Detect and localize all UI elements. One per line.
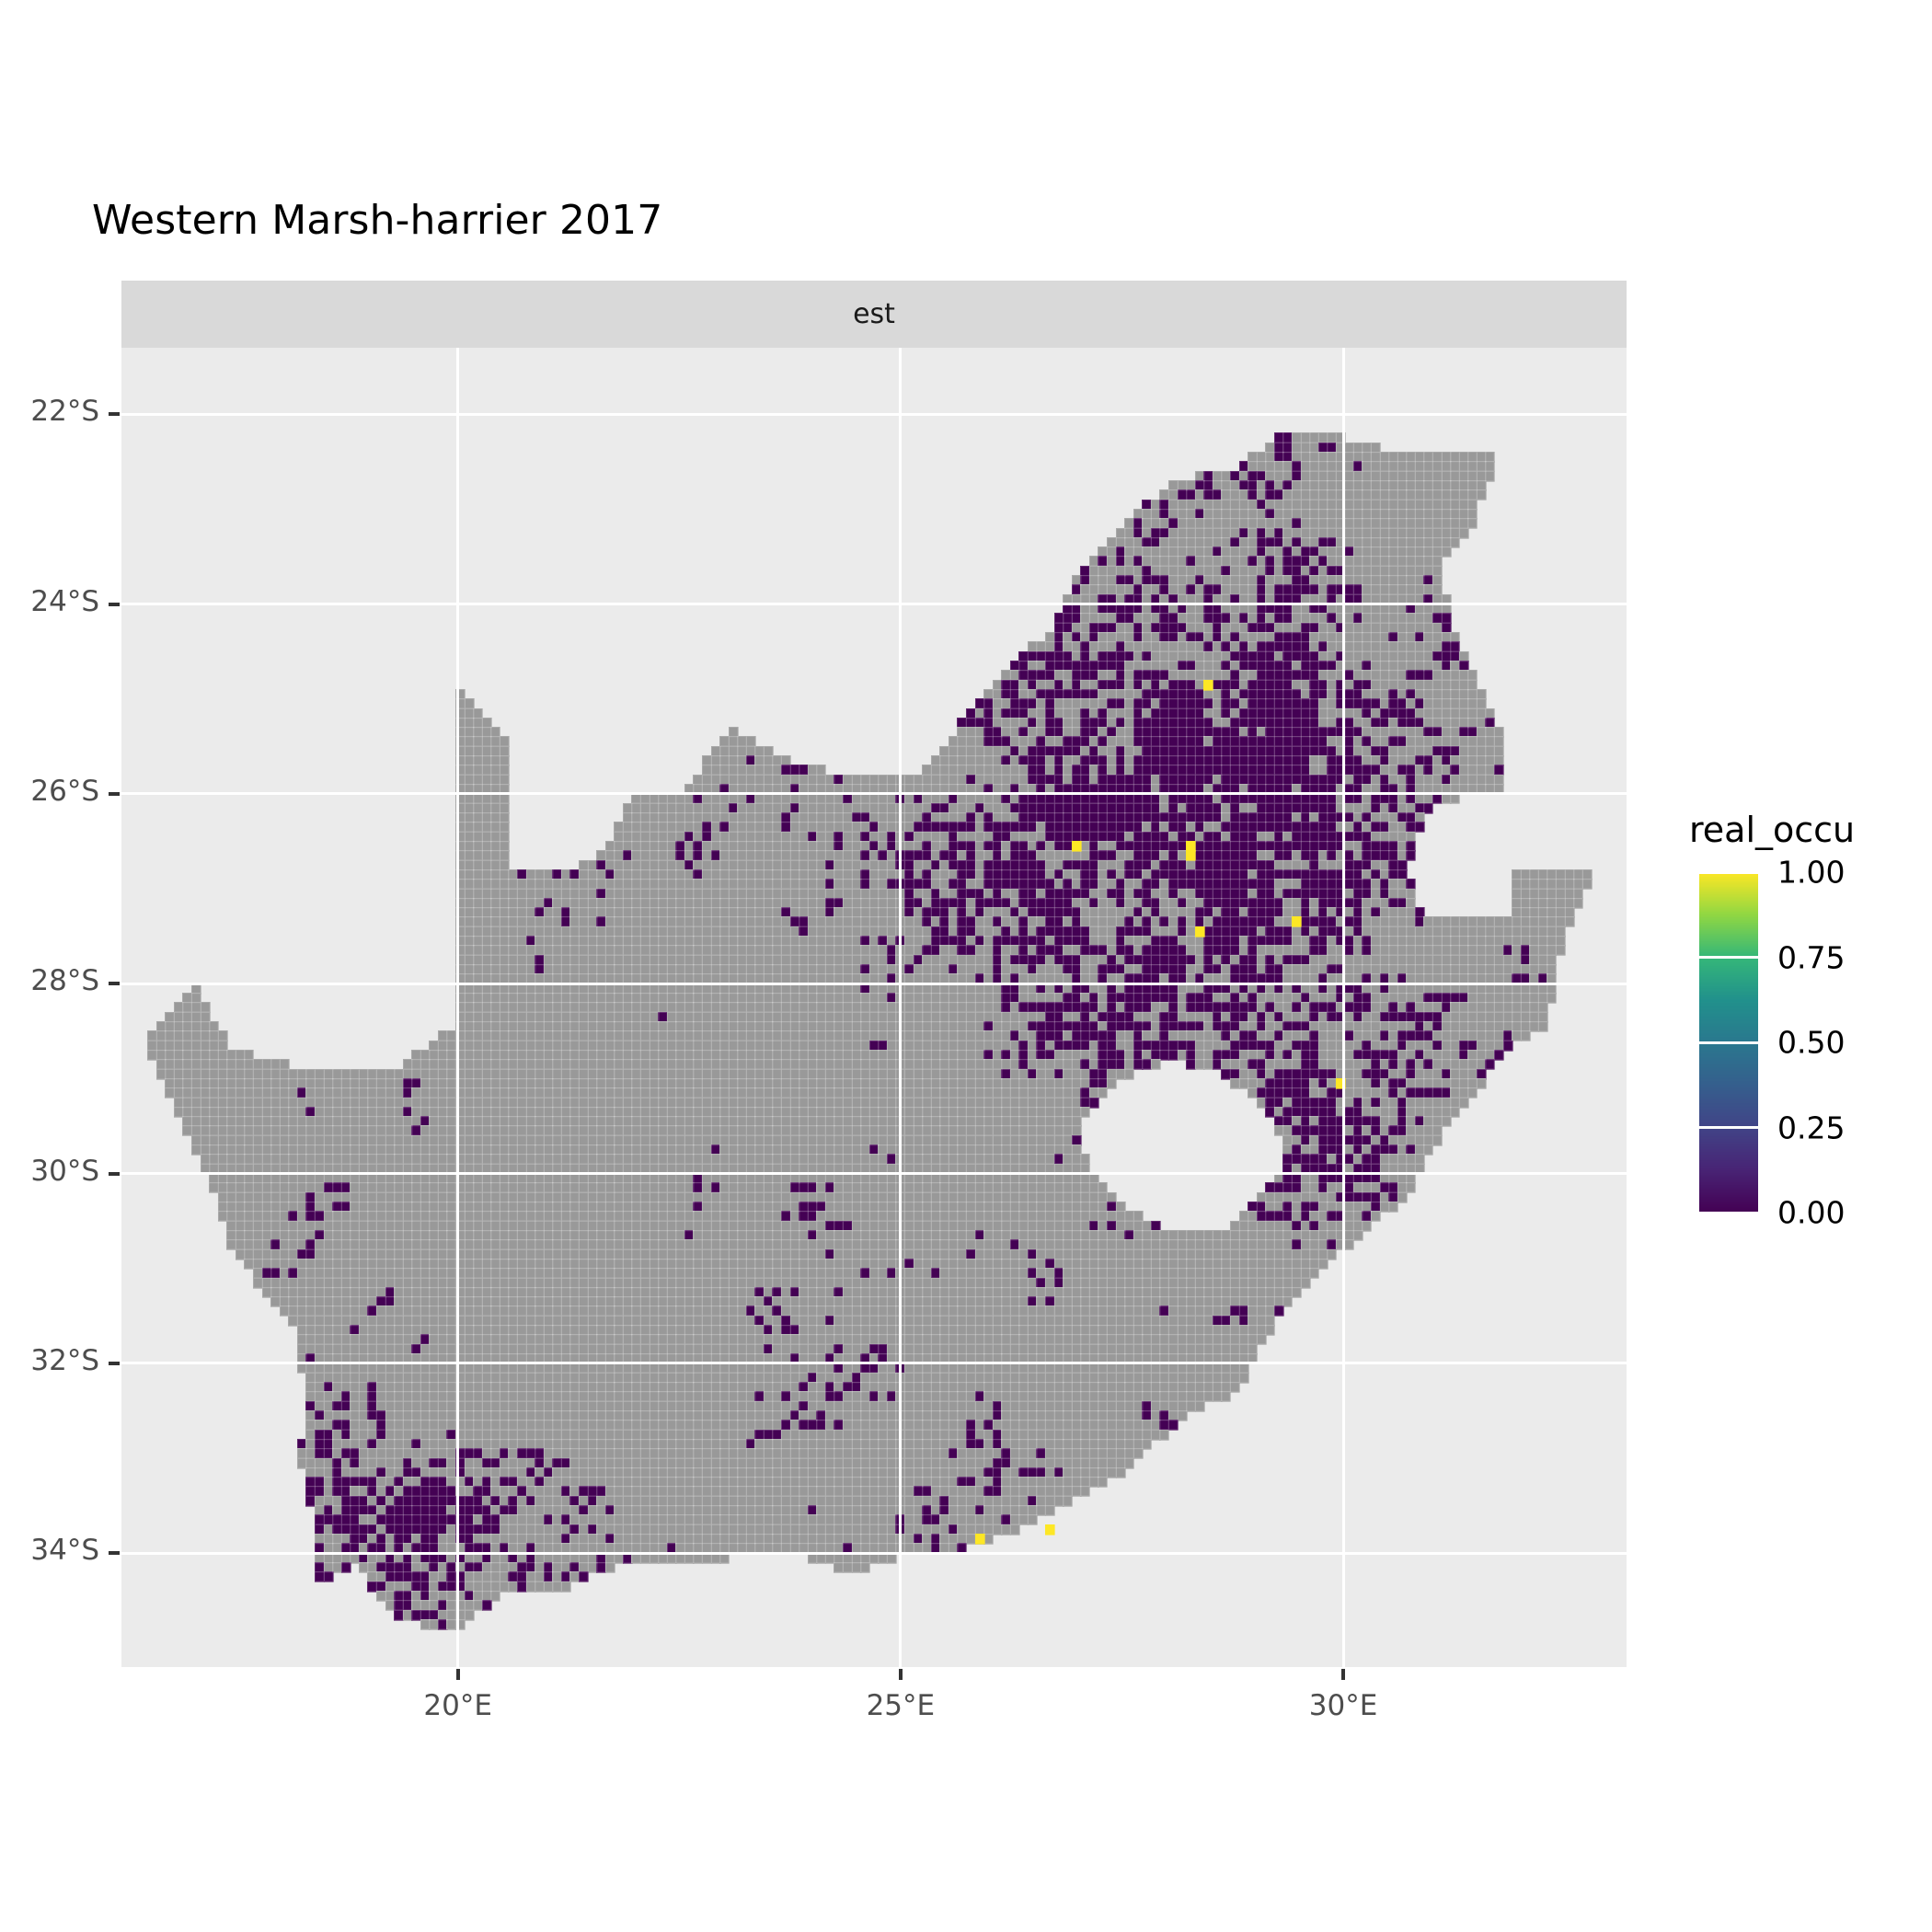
x-axis-tick-label: 30°E — [1308, 1689, 1378, 1722]
gridline-horizontal — [121, 982, 1627, 985]
legend-tick-mark — [1699, 956, 1758, 959]
legend-tick-label: 0.00 — [1777, 1194, 1846, 1231]
gridline-horizontal — [121, 1551, 1627, 1555]
y-axis-tick — [109, 791, 120, 796]
y-axis-tick-label: 34°S — [30, 1534, 99, 1568]
x-axis-tick-label: 20°E — [423, 1689, 492, 1722]
gridline-horizontal — [121, 1362, 1627, 1365]
gridline-vertical — [456, 348, 460, 1667]
y-axis-tick-label: 22°S — [30, 395, 99, 429]
x-axis-tick — [898, 1669, 903, 1680]
gridline-horizontal — [121, 1172, 1627, 1176]
legend-tick-mark — [1699, 1041, 1758, 1044]
legend-title: real_occu — [1689, 810, 1856, 850]
y-axis-tick — [109, 412, 120, 417]
gridline-horizontal — [121, 603, 1627, 606]
page-title: Western Marsh-harrier 2017 — [92, 197, 663, 244]
y-axis-tick-label: 30°S — [30, 1154, 99, 1188]
y-axis-tick-label: 28°S — [30, 964, 99, 998]
legend-tick-mark — [1699, 1211, 1758, 1214]
x-axis-tick — [1341, 1669, 1346, 1680]
gridline-vertical — [1341, 348, 1345, 1667]
gridline-horizontal — [121, 792, 1627, 796]
y-axis-tick — [109, 982, 120, 986]
legend-tick-label: 0.50 — [1777, 1024, 1846, 1061]
facet-strip-label: est — [853, 298, 895, 330]
legend-tick-label: 0.75 — [1777, 939, 1846, 975]
y-axis-tick — [109, 1551, 120, 1556]
y-axis-tick-label: 26°S — [30, 774, 99, 808]
x-axis-tick-label: 25°E — [866, 1689, 936, 1722]
raster-map-canvas — [121, 348, 1627, 1667]
y-axis-tick — [109, 602, 120, 606]
legend-tick-mark — [1699, 870, 1758, 874]
y-axis-tick — [109, 1361, 120, 1365]
x-axis-tick — [455, 1669, 460, 1680]
legend-tick-label: 0.25 — [1777, 1110, 1846, 1145]
facet-strip: est — [121, 281, 1627, 348]
y-axis-tick — [109, 1171, 120, 1176]
legend-tick-label: 1.00 — [1777, 854, 1846, 891]
legend-tick-mark — [1699, 1126, 1758, 1129]
y-axis-tick-label: 32°S — [30, 1343, 99, 1377]
gridline-horizontal — [121, 412, 1627, 416]
y-axis-tick-label: 24°S — [30, 584, 99, 618]
gridline-vertical — [899, 348, 903, 1667]
map-panel — [121, 348, 1627, 1667]
